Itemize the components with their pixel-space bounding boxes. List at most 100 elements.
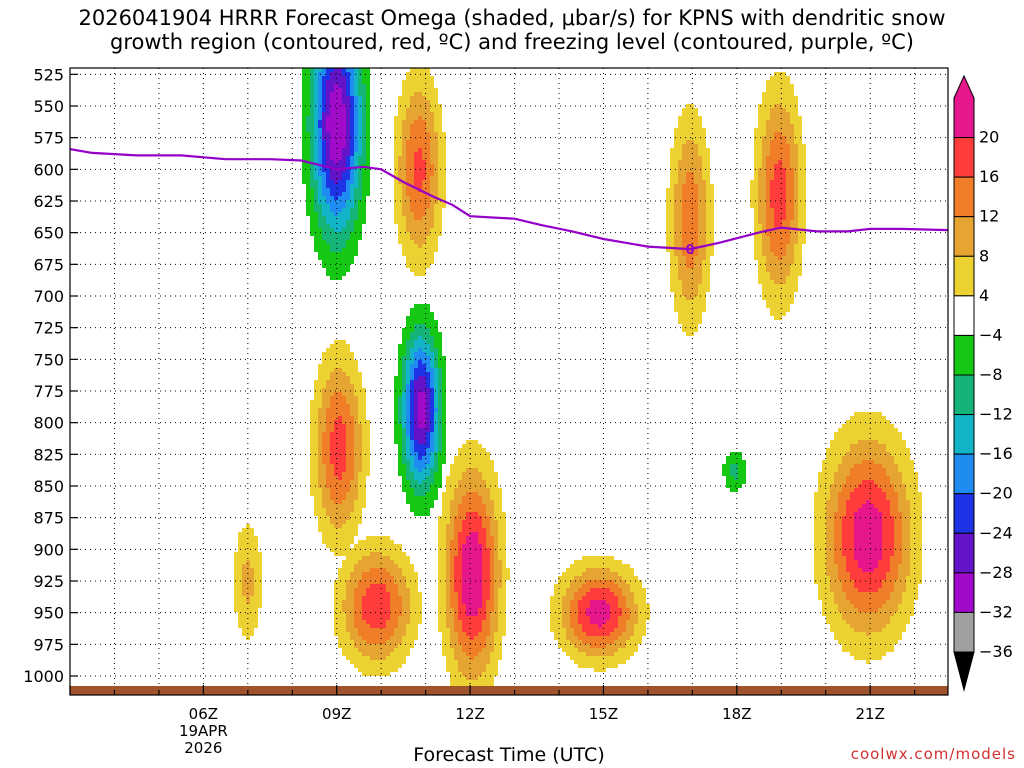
- omega-cell: [402, 152, 406, 156]
- omega-cell: [674, 132, 706, 136]
- omega-cell: [358, 208, 366, 212]
- omega-cell: [834, 524, 842, 528]
- omega-cell: [490, 568, 494, 572]
- omega-cell: [698, 220, 706, 224]
- omega-cell: [750, 204, 758, 208]
- omega-cell: [498, 524, 506, 528]
- omega-cell: [322, 404, 330, 408]
- omega-cell: [434, 384, 438, 388]
- omega-cell: [254, 572, 262, 576]
- omega-cell: [406, 228, 430, 232]
- omega-cell: [358, 476, 366, 480]
- omega-cell: [350, 212, 358, 216]
- omega-cell: [402, 148, 406, 152]
- omega-cell: [322, 444, 330, 448]
- chart-title: 2026041904 HRRR Forecast Omega (shaded, …: [0, 6, 1024, 54]
- colorbar-swatch: [953, 176, 975, 218]
- omega-cell: [434, 216, 442, 220]
- omega-cell: [706, 252, 714, 256]
- omega-cell: [346, 224, 354, 228]
- colorbar-label: −8: [979, 365, 1003, 384]
- omega-cell: [414, 388, 430, 392]
- omega-cell: [334, 88, 342, 92]
- omega-cell: [498, 556, 506, 560]
- omega-cell: [314, 248, 330, 252]
- omega-cell: [394, 416, 398, 420]
- omega-cell: [502, 572, 510, 576]
- omega-cell: [366, 160, 370, 164]
- omega-cell: [886, 572, 898, 576]
- omega-cell: [478, 540, 486, 544]
- omega-cell: [670, 160, 678, 164]
- omega-cell: [446, 588, 450, 592]
- omega-cell: [386, 624, 398, 628]
- omega-cell: [326, 176, 330, 180]
- omega-cell: [458, 480, 486, 484]
- omega-cell: [410, 436, 414, 440]
- omega-cell: [682, 152, 698, 156]
- omega-cell: [814, 568, 826, 572]
- omega-cell: [334, 84, 338, 88]
- omega-cell: [414, 160, 426, 164]
- omega-cell: [430, 436, 434, 440]
- omega-cell: [342, 500, 354, 504]
- omega-cell: [878, 508, 890, 512]
- omega-cell: [606, 644, 626, 648]
- omega-cell: [362, 128, 366, 132]
- omega-cell: [350, 108, 354, 112]
- omega-cell: [450, 520, 454, 524]
- omega-cell: [402, 456, 406, 460]
- colorbar-label: −20: [979, 484, 1013, 503]
- omega-cell: [302, 96, 310, 100]
- omega-cell: [454, 628, 462, 632]
- omega-cell: [682, 240, 698, 244]
- omega-cell: [826, 448, 850, 452]
- omega-cell: [622, 588, 630, 592]
- omega-cell: [318, 428, 326, 432]
- omega-cell: [438, 396, 442, 400]
- omega-cell: [450, 672, 462, 676]
- omega-cell: [814, 540, 826, 544]
- omega-cell: [754, 220, 758, 224]
- omega-cell: [494, 556, 498, 560]
- omega-cell: [678, 120, 702, 124]
- omega-cell: [798, 144, 806, 148]
- omega-cell: [338, 568, 354, 572]
- omega-cell: [750, 196, 758, 200]
- omega-cell: [318, 484, 326, 488]
- omega-cell: [402, 248, 438, 252]
- omega-cell: [770, 204, 786, 208]
- omega-cell: [402, 396, 406, 400]
- omega-cell: [666, 208, 674, 212]
- omega-cell: [330, 248, 342, 252]
- omega-cell: [858, 508, 878, 512]
- omega-cell: [754, 176, 758, 180]
- omega-cell: [490, 524, 498, 528]
- omega-cell: [406, 360, 414, 364]
- omega-cell: [310, 416, 318, 420]
- omega-cell: [350, 188, 354, 192]
- omega-cell: [482, 592, 490, 596]
- omega-cell: [450, 680, 494, 684]
- omega-cell: [450, 576, 454, 580]
- omega-cell: [446, 584, 450, 588]
- omega-cell: [814, 552, 826, 556]
- omega-cell: [326, 80, 346, 84]
- omega-cell: [490, 616, 498, 620]
- omega-cell: [834, 592, 846, 596]
- omega-cell: [438, 592, 446, 596]
- omega-cell: [354, 160, 358, 164]
- omega-cell: [434, 212, 442, 216]
- omega-cell: [794, 140, 802, 144]
- omega-cell: [366, 100, 370, 104]
- omega-cell: [422, 480, 434, 484]
- omega-cell: [794, 204, 798, 208]
- omega-cell: [706, 196, 714, 200]
- omega-cell: [450, 644, 462, 648]
- omega-cell: [426, 160, 430, 164]
- omega-cell: [354, 588, 366, 592]
- omega-cell: [754, 248, 762, 252]
- omega-cell: [666, 196, 674, 200]
- omega-cell: [406, 496, 438, 500]
- omega-cell: [354, 220, 366, 224]
